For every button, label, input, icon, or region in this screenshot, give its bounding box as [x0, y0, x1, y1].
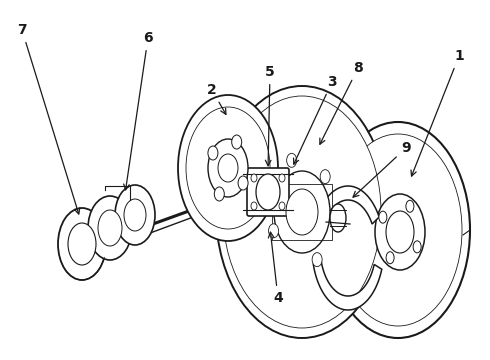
Ellipse shape: [274, 171, 330, 253]
Ellipse shape: [406, 200, 414, 212]
Text: 6: 6: [123, 31, 153, 190]
Ellipse shape: [386, 252, 394, 264]
Ellipse shape: [256, 174, 280, 210]
Ellipse shape: [232, 135, 242, 149]
Text: 3: 3: [294, 75, 337, 164]
Ellipse shape: [186, 107, 270, 229]
Ellipse shape: [334, 134, 462, 326]
Text: 1: 1: [411, 49, 464, 176]
Ellipse shape: [320, 170, 330, 184]
Ellipse shape: [178, 95, 278, 241]
Ellipse shape: [326, 122, 470, 338]
Ellipse shape: [375, 194, 425, 270]
Ellipse shape: [286, 189, 318, 235]
Ellipse shape: [218, 154, 238, 182]
Ellipse shape: [124, 199, 146, 231]
Ellipse shape: [269, 224, 279, 238]
Ellipse shape: [330, 204, 346, 232]
Ellipse shape: [251, 202, 257, 210]
Ellipse shape: [208, 139, 248, 197]
Text: 5: 5: [265, 65, 275, 166]
Polygon shape: [313, 260, 382, 310]
Ellipse shape: [216, 86, 388, 338]
Ellipse shape: [238, 176, 248, 190]
Text: 4: 4: [269, 232, 283, 305]
Text: 9: 9: [353, 141, 411, 197]
Ellipse shape: [312, 253, 322, 267]
Ellipse shape: [413, 241, 421, 253]
Text: 2: 2: [207, 83, 226, 114]
Text: 7: 7: [17, 23, 80, 214]
Ellipse shape: [287, 153, 296, 167]
Ellipse shape: [88, 196, 132, 260]
Ellipse shape: [251, 174, 257, 182]
Ellipse shape: [279, 174, 285, 182]
Ellipse shape: [68, 223, 96, 265]
Ellipse shape: [223, 96, 381, 328]
Ellipse shape: [58, 208, 106, 280]
FancyBboxPatch shape: [247, 168, 289, 216]
Text: 8: 8: [320, 61, 363, 144]
Polygon shape: [313, 186, 379, 240]
Ellipse shape: [214, 187, 224, 201]
Ellipse shape: [115, 185, 155, 245]
Ellipse shape: [386, 211, 414, 253]
Ellipse shape: [208, 146, 218, 160]
Ellipse shape: [379, 211, 387, 223]
Ellipse shape: [279, 202, 285, 210]
Ellipse shape: [98, 210, 122, 246]
